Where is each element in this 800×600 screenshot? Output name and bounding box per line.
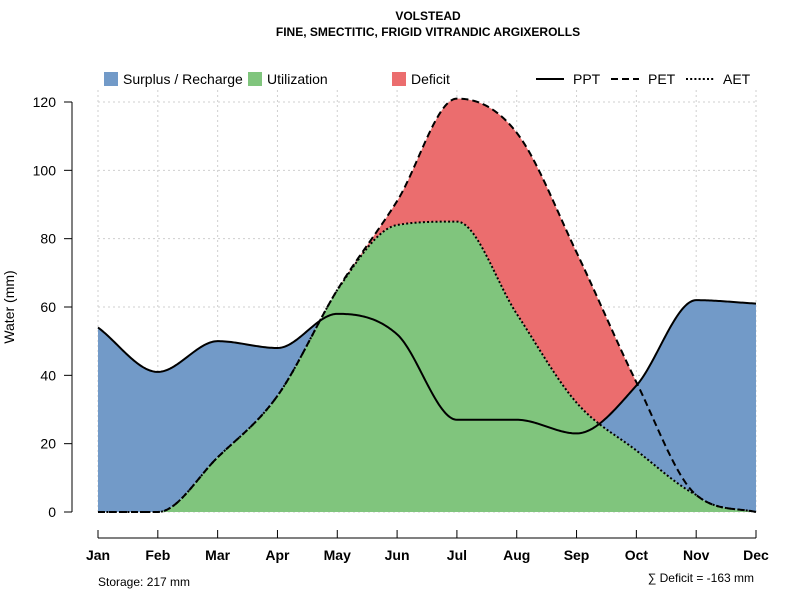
y-tick-label: 0 [48,504,56,520]
x-tick-label: May [324,547,351,563]
legend-label: Deficit [411,71,450,87]
x-tick-label: Dec [743,547,769,563]
x-tick-label: Jun [385,547,410,563]
legend-label: Utilization [267,71,328,87]
x-tick-label: Jan [86,547,110,563]
areas [98,98,756,512]
chart-subtitle: FINE, SMECTITIC, FRIGID VITRANDIC ARGIXE… [276,25,580,39]
y-tick-label: 60 [40,299,56,315]
ppt-line [97,299,757,435]
axes: 0 20 40 60 80 100 120 Jan Feb Mar Apr May Jun Jul Aug S… [33,94,769,563]
x-tick-label: Jul [447,547,467,563]
x-tick-label: Feb [145,547,170,563]
legend-label: Surplus / Recharge [123,71,243,87]
legend-swatch [104,72,118,86]
legend-swatch [248,72,262,86]
chart-title: VOLSTEAD [395,9,461,23]
aet-line [98,220,757,513]
y-axis-label: Water (mm) [1,270,17,343]
legend-label: PET [648,71,676,87]
x-tick-label: Nov [683,547,710,563]
x-tick-label: Mar [205,547,230,563]
legend-label: PPT [573,71,601,87]
legend: Surplus / Recharge Utilization Deficit PPT P… [104,71,751,87]
surplus-recharge-area [98,221,756,512]
y-tick-label: 20 [40,436,56,452]
legend-label: AET [723,71,751,87]
x-tick-label: Oct [625,547,649,563]
y-tick-label: 80 [40,231,56,247]
series-lines [97,97,757,513]
x-tick-label: Apr [265,547,290,563]
utilization-area [98,221,756,512]
x-tick-label: Aug [503,547,530,563]
y-tick-label: 40 [40,367,56,383]
storage-annotation: Storage: 217 mm [98,575,190,589]
y-tick-label: 120 [33,94,57,110]
y-tick-label: 100 [33,162,57,178]
legend-swatch [392,72,406,86]
x-tick-label: Sep [564,547,590,563]
deficit-area [98,98,756,512]
deficit-annotation: ∑ Deficit = -163 mm [648,571,754,585]
